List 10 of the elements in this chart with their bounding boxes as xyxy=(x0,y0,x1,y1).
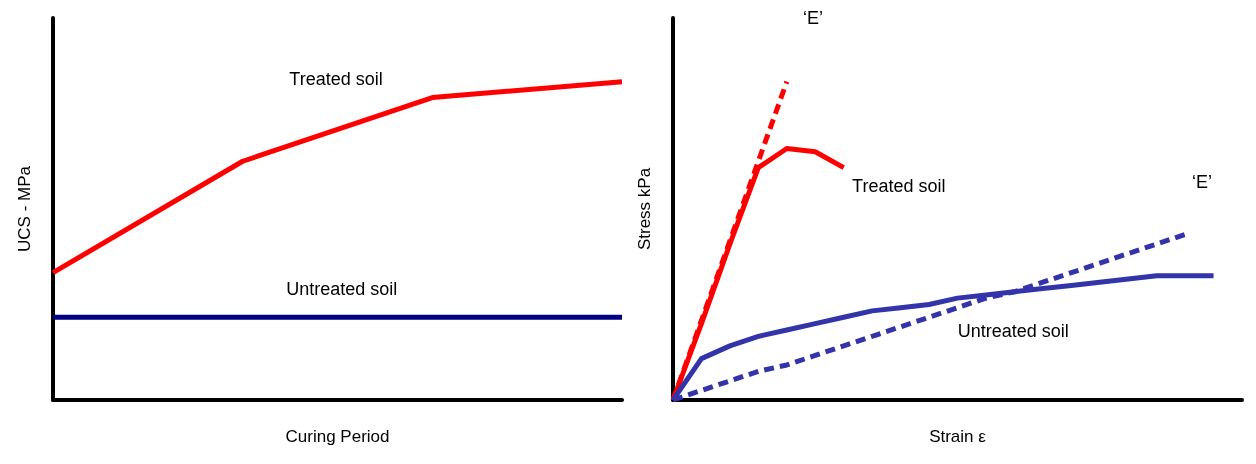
annotation: ‘E’ xyxy=(1191,172,1212,193)
y-axis-title: UCS - MPa xyxy=(15,165,34,252)
x-axis-title: Strain ε xyxy=(929,427,987,446)
annotation: Treated soil xyxy=(289,69,383,90)
annotation: Untreated soil xyxy=(957,321,1069,342)
y-axis-title: Stress kPa xyxy=(635,167,654,251)
x-axis-title: Curing Period xyxy=(285,427,390,446)
annotation: Untreated soil xyxy=(286,279,398,300)
text: ‘E’ xyxy=(802,8,824,28)
annotation: Treated soil xyxy=(852,176,946,197)
